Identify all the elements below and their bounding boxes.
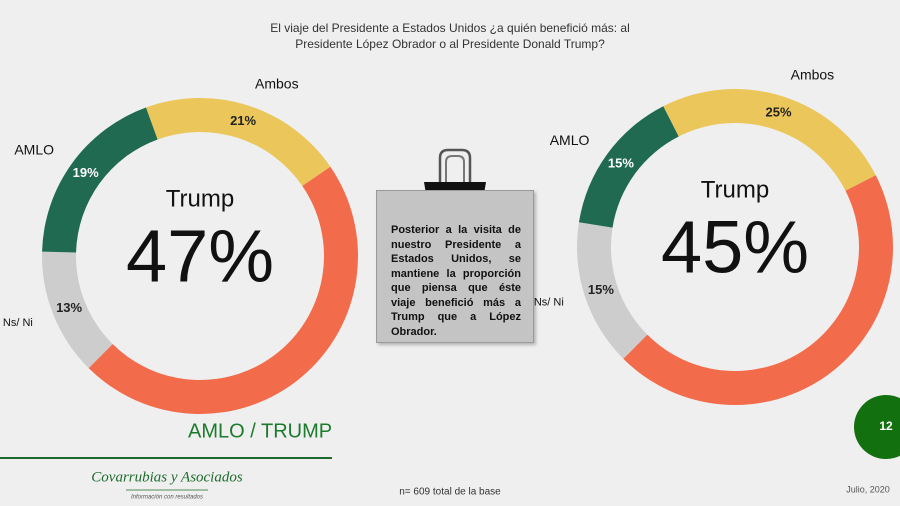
page-badge — [854, 395, 900, 459]
donut-segment — [578, 106, 679, 228]
donut-segment — [145, 98, 331, 186]
section-label: AMLO / TRUMP — [188, 420, 332, 442]
value-label: 15% — [608, 156, 634, 171]
donut-segment — [623, 175, 894, 406]
category-label: AMLO — [14, 141, 54, 157]
center-category: Trump — [701, 176, 769, 203]
category-label: Ambos — [255, 75, 299, 91]
value-label: 19% — [73, 165, 99, 180]
note-box: Posterior a la visita de nuestro Preside… — [376, 190, 534, 343]
category-label: Ambos — [791, 67, 835, 83]
date: Julio, 2020 — [846, 484, 890, 494]
donut-segment — [577, 222, 648, 359]
slide-title: El viaje del Presidente a Estados Unidos… — [270, 21, 630, 51]
logo: Covarrubias y Asociados — [91, 469, 243, 485]
donut-segment — [88, 166, 358, 414]
center-value: 47% — [126, 215, 274, 298]
category-label: Ns/ Ni — [3, 317, 33, 329]
donut-segment — [42, 107, 158, 253]
donut-segment — [42, 251, 113, 369]
value-label: 13% — [56, 300, 82, 315]
footer: n= 609 total de la base — [399, 487, 501, 498]
page-number: 12 — [879, 419, 893, 433]
center-value: 45% — [661, 206, 809, 289]
category-label: AMLO — [550, 132, 590, 148]
donut-segment — [663, 89, 876, 191]
center-category: Trump — [166, 185, 234, 212]
value-label: 25% — [766, 104, 792, 119]
value-label: 21% — [230, 113, 256, 128]
value-label: 15% — [588, 282, 614, 297]
logo-tagline: Información con resultados — [131, 495, 203, 501]
category-label: Ns/ Ni — [534, 297, 564, 309]
